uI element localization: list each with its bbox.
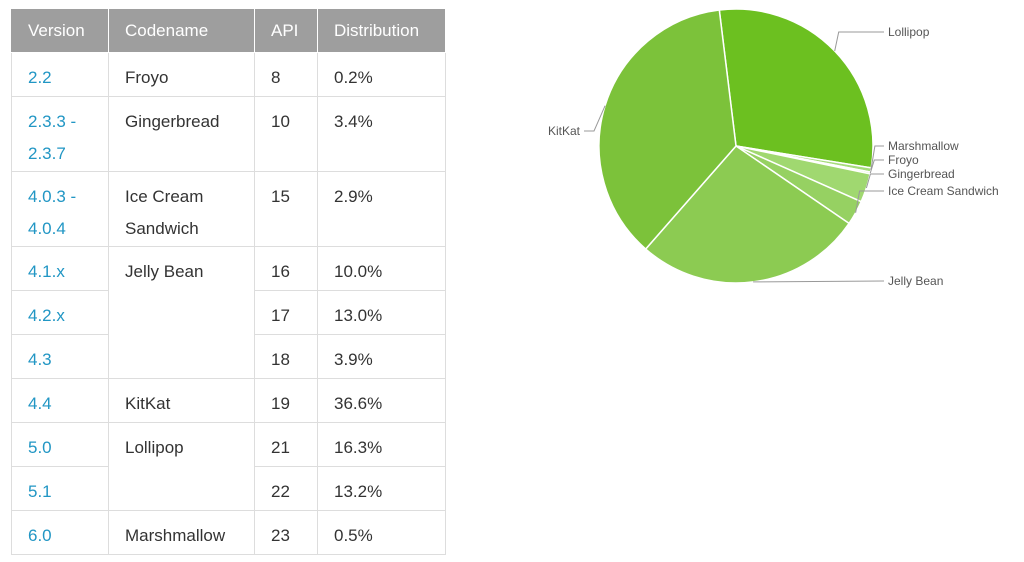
leader-line-lollipop: [834, 31, 884, 52]
version-cell[interactable]: 5.1: [11, 466, 109, 511]
table-row: 4.3 18 3.9%: [11, 334, 446, 379]
leader-line-gingerbread: [865, 173, 884, 189]
table-row: 4.4 KitKat 19 36.6%: [11, 378, 446, 423]
codename-cell: Lollipop: [108, 422, 255, 511]
api-cell: 18: [254, 334, 318, 379]
pie-slice-kitkat: [598, 9, 737, 251]
version-cell[interactable]: 4.4: [11, 378, 109, 423]
codename-cell: Jelly Bean: [108, 246, 255, 379]
distribution-table: Version Codename API Distribution 2.2 Fr…: [11, 9, 446, 555]
api-cell: 22: [254, 466, 318, 511]
api-cell: 15: [254, 171, 318, 247]
version-cell[interactable]: 4.2.x: [11, 290, 109, 335]
pie-slice-lollipop: [718, 8, 874, 169]
leader-line-froyo: [869, 159, 884, 174]
api-cell: 17: [254, 290, 318, 335]
distribution-cell: 0.5%: [317, 510, 446, 555]
codename-cell: Ice Cream Sandwich: [108, 171, 255, 247]
distribution-cell: 10.0%: [317, 246, 446, 291]
pie-label-ice-cream-sandwich: Ice Cream Sandwich: [888, 184, 999, 198]
table-row: 5.0 Lollipop 21 16.3%: [11, 422, 446, 511]
leader-line-kitkat: [584, 105, 606, 132]
version-cell[interactable]: 2.2: [11, 52, 109, 97]
distribution-cell: 3.4%: [317, 96, 446, 172]
table-row: 2.3.3 - 2.3.7 Gingerbread 10 3.4%: [11, 96, 446, 172]
pie-label-kitkat: KitKat: [548, 124, 581, 138]
version-cell[interactable]: 6.0: [11, 510, 109, 555]
distribution-cell: 16.3%: [317, 422, 446, 467]
distribution-cell: 13.0%: [317, 290, 446, 335]
distribution-cell: 2.9%: [317, 171, 446, 247]
api-cell: 10: [254, 96, 318, 172]
header-distribution: Distribution: [317, 9, 446, 53]
distribution-cell: 0.2%: [317, 52, 446, 97]
table-row: 4.2.x 17 13.0%: [11, 290, 446, 335]
pie-label-jelly-bean: Jelly Bean: [888, 274, 943, 288]
api-cell: 23: [254, 510, 318, 555]
codename-cell: KitKat: [108, 378, 255, 423]
version-cell[interactable]: 4.1.x: [11, 246, 109, 291]
codename-cell: Froyo: [108, 52, 255, 97]
pie-label-gingerbread: Gingerbread: [888, 167, 955, 181]
version-cell[interactable]: 4.3: [11, 334, 109, 379]
api-cell: 16: [254, 246, 318, 291]
header-api: API: [254, 9, 318, 53]
table-row: 2.2 Froyo 8 0.2%: [11, 52, 446, 97]
pie-label-froyo: Froyo: [888, 153, 919, 167]
leader-line-jelly-bean: [753, 280, 885, 283]
pie-label-marshmallow: Marshmallow: [888, 139, 959, 153]
pie-slices: [598, 8, 874, 284]
version-cell[interactable]: 5.0: [11, 422, 109, 467]
version-cell[interactable]: 4.0.3 - 4.0.4: [11, 171, 109, 247]
api-cell: 8: [254, 52, 318, 97]
api-cell: 19: [254, 378, 318, 423]
leader-line-marshmallow: [870, 145, 884, 171]
codename-cell: Marshmallow: [108, 510, 255, 555]
api-cell: 21: [254, 422, 318, 467]
table-row: 4.0.3 - 4.0.4 Ice Cream Sandwich 15 2.9%: [11, 171, 446, 247]
table-row: 5.1 22 13.2%: [11, 466, 446, 511]
header-codename: Codename: [108, 9, 255, 53]
distribution-cell: 3.9%: [317, 334, 446, 379]
version-cell[interactable]: 2.3.3 - 2.3.7: [11, 96, 109, 172]
table-row: 4.1.x Jelly Bean 16 10.0%: [11, 246, 446, 379]
leader-line-ice-cream-sandwich: [855, 190, 884, 213]
distribution-cell: 13.2%: [317, 466, 446, 511]
pie-label-lollipop: Lollipop: [888, 25, 930, 39]
codename-cell: Gingerbread: [108, 96, 255, 172]
table-row: 6.0 Marshmallow 23 0.5%: [11, 510, 446, 555]
pie-leader-lines: [584, 31, 885, 283]
distribution-cell: 36.6%: [317, 378, 446, 423]
table-header-row: Version Codename API Distribution: [11, 9, 446, 53]
header-version: Version: [11, 9, 109, 53]
